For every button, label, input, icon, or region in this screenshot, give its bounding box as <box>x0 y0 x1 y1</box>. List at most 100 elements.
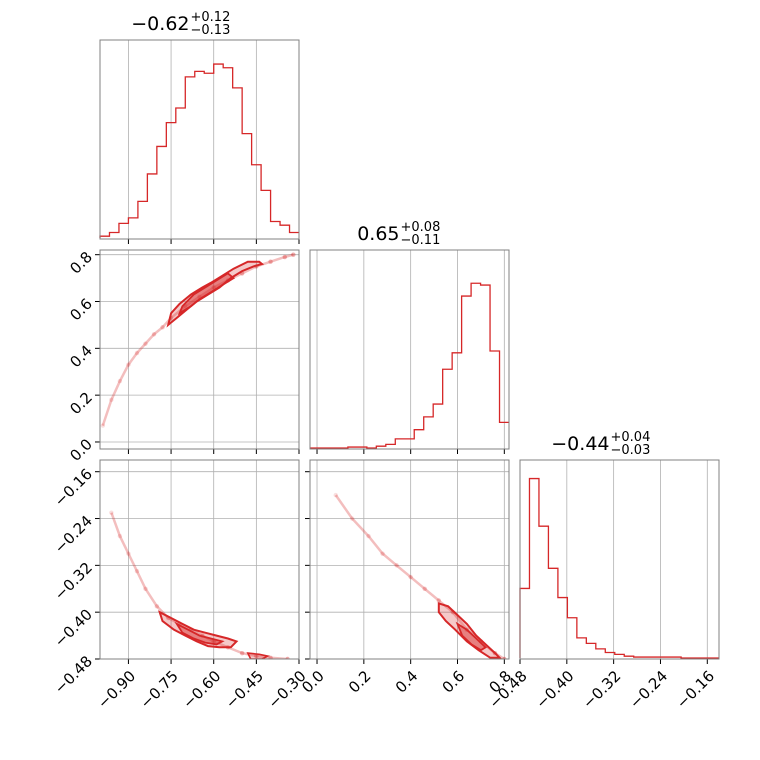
y-tick-label: 0.4 <box>66 342 96 372</box>
histogram-bin <box>471 283 480 448</box>
sample-point <box>268 655 273 659</box>
panel-title-lower-error: −0.13 <box>191 23 231 38</box>
panel-border <box>309 249 510 450</box>
x-tick-label: 0.2 <box>345 667 375 697</box>
sample-point <box>349 516 355 521</box>
histogram-bin <box>395 439 404 448</box>
histogram-panel-1 <box>309 249 510 454</box>
y-tick-label: −0.32 <box>51 559 96 604</box>
x-tick-label: −0.24 <box>626 667 671 712</box>
panel-title-upper-error: +0.04 <box>611 430 651 445</box>
histogram-bin <box>147 174 156 238</box>
histogram-bin <box>195 71 204 238</box>
sample-point <box>109 510 114 515</box>
histogram-bin <box>490 351 499 448</box>
y-tick-label: 0.0 <box>66 435 96 465</box>
histogram-step-line <box>99 63 299 238</box>
histogram-bin <box>138 201 147 238</box>
sample-point <box>285 656 290 659</box>
histogram-bin <box>529 479 538 658</box>
contour-tail <box>246 652 271 659</box>
panel-border <box>99 459 300 660</box>
density-layer <box>109 510 290 659</box>
sample-point <box>366 533 371 539</box>
histogram-bin <box>271 222 280 238</box>
contour-outer <box>437 602 502 659</box>
sample-point <box>268 259 273 264</box>
sample-point <box>126 551 131 556</box>
panel-title-median: −0.62 <box>131 13 189 35</box>
scatter-panel-2 <box>305 459 510 664</box>
histogram-bin <box>233 88 242 238</box>
histogram-step-line <box>519 477 719 659</box>
sample-point <box>394 563 399 568</box>
histogram-step-line <box>310 282 509 449</box>
histogram-bin <box>252 165 261 238</box>
x-tick-label: −0.40 <box>532 667 577 712</box>
histogram-bin <box>261 190 270 238</box>
histogram-bin <box>481 285 490 448</box>
scatter-panel-0 <box>95 249 300 454</box>
scatter-panel-1 <box>95 459 300 664</box>
histogram-bin <box>567 618 576 658</box>
y-tick-label: −0.40 <box>51 605 96 650</box>
histogram-bin <box>119 223 128 238</box>
sample-point <box>291 252 296 257</box>
contour-inner <box>174 621 225 646</box>
histogram-bin <box>242 134 251 238</box>
contour-inner <box>177 272 236 316</box>
sample-point <box>282 254 287 260</box>
panel-title-lower-error: −0.03 <box>611 443 651 458</box>
histogram-bin <box>586 643 595 658</box>
histogram-bin <box>176 108 185 238</box>
y-tick-label: 0.6 <box>66 295 96 325</box>
histogram-bin <box>405 439 414 448</box>
histogram-bin <box>223 68 232 238</box>
sample-point <box>160 325 165 330</box>
density-layer <box>333 492 507 659</box>
histogram-bin <box>109 233 118 238</box>
sample-point <box>134 569 140 574</box>
sample-point <box>109 397 114 403</box>
x-tick-label: −0.45 <box>222 667 267 712</box>
panel-border <box>519 459 720 660</box>
x-tick-label: −0.16 <box>673 667 718 712</box>
histogram-bin <box>520 588 529 658</box>
sample-point <box>143 586 148 591</box>
sample-point <box>100 423 106 428</box>
histogram-bin <box>577 638 586 658</box>
histogram-bin <box>157 146 166 238</box>
y-tick-label: 0.8 <box>66 248 96 278</box>
histogram-bin <box>558 598 567 658</box>
y-tick-label: −0.48 <box>51 652 96 697</box>
histogram-bin <box>214 64 223 238</box>
histogram-bin <box>128 218 137 238</box>
histogram-bin <box>462 296 471 448</box>
histogram-bin <box>500 422 509 448</box>
sample-point <box>380 551 385 556</box>
x-tick-label: −0.32 <box>579 667 624 712</box>
sample-density-trail <box>101 253 294 426</box>
y-tick-label: −0.24 <box>51 512 96 557</box>
y-tick-label: 0.2 <box>66 388 96 418</box>
panel-title-upper-error: +0.08 <box>401 220 441 235</box>
histogram-bin <box>548 568 557 658</box>
sample-point <box>151 332 157 337</box>
panel-title-upper-error: +0.12 <box>191 10 231 25</box>
x-tick-label: −0.75 <box>137 667 182 712</box>
histogram-panel-2 <box>519 459 720 664</box>
sample-point <box>254 653 259 659</box>
histogram-bin <box>280 225 289 238</box>
sample-density-trail <box>334 494 505 659</box>
histogram-panel-0 <box>99 39 300 244</box>
sample-point <box>333 492 338 498</box>
sample-point <box>126 362 131 367</box>
histogram-bin <box>605 653 614 658</box>
histogram-bin <box>185 77 194 238</box>
panel-border <box>99 39 300 240</box>
panel-title-median: 0.65 <box>357 223 399 245</box>
x-tick-label: 0.4 <box>392 667 422 697</box>
panel-title-lower-error: −0.11 <box>401 233 441 248</box>
sample-point <box>143 341 148 346</box>
